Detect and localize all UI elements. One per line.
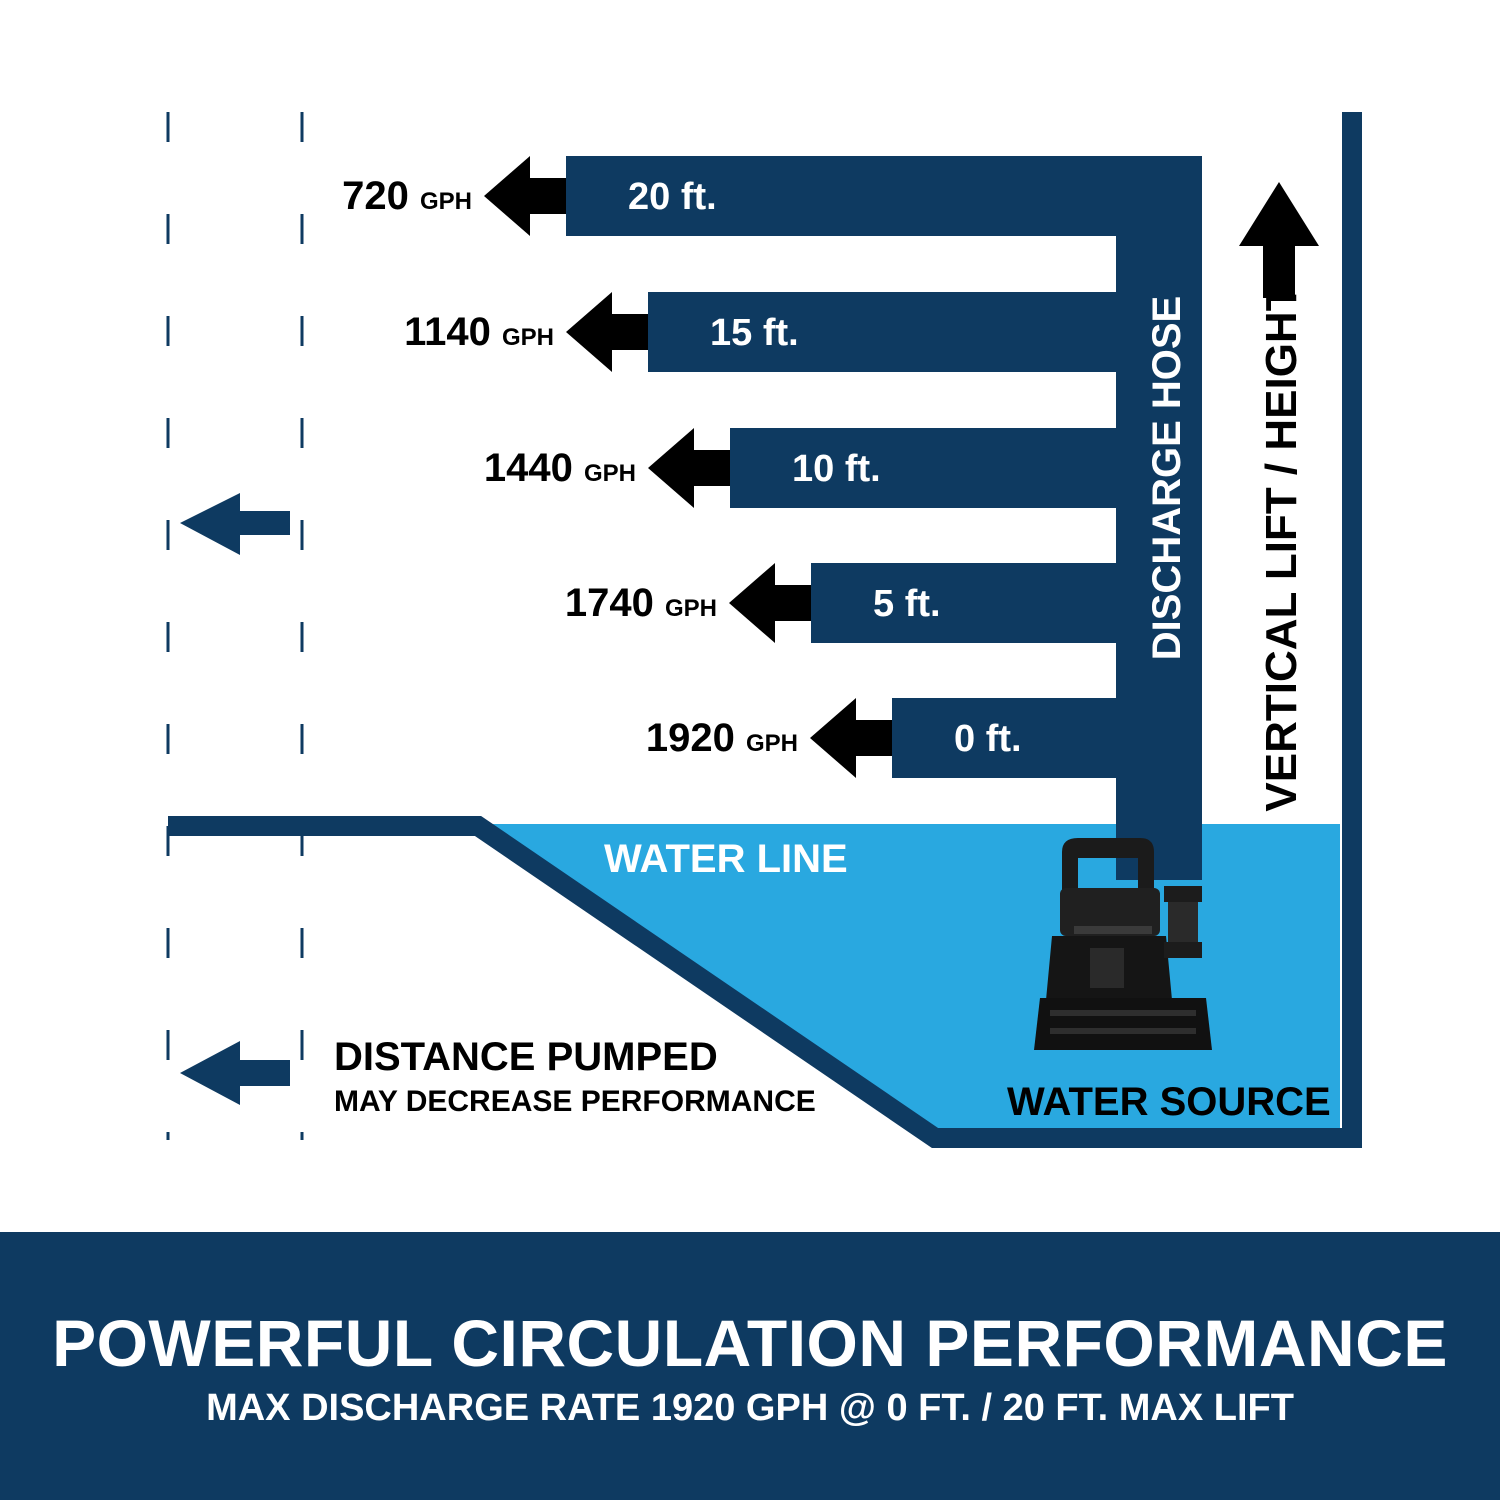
flow-arrow-icon [484,156,566,236]
flow-rate-value: 1740 [565,581,654,625]
discharge-hose-label: DISCHARGE HOSE [1145,296,1189,661]
flow-arrow-icon [810,698,892,778]
lift-height-label: 15 ft. [710,312,799,354]
lift-level-row: 0 ft. 1920 GPH [646,698,1126,778]
banner-subtitle: MAX DISCHARGE RATE 1920 GPH @ 0 FT. / 20… [206,1387,1294,1429]
flow-arrow-icon [729,563,811,643]
flow-rate-unit: GPH [584,460,636,487]
lift-height-label: 0 ft. [954,718,1022,760]
discharge-hose [1116,156,1202,880]
flow-rate-label: 720 GPH [342,174,472,218]
flow-rate-label: 1440 GPH [484,446,636,490]
flow-rate-value: 720 [342,174,409,218]
flow-arrow-icon [648,428,730,508]
footer-banner [0,1232,1500,1500]
outlet-pipe [566,156,1126,236]
lift-level-row: 20 ft. 720 GPH [342,156,1126,236]
outlet-pipe [648,292,1126,372]
lift-height-label: 10 ft. [792,448,881,490]
lift-arrow-icon [1239,182,1319,298]
banner-title: POWERFUL CIRCULATION PERFORMANCE [52,1306,1448,1380]
flow-rate-unit: GPH [502,324,554,351]
flow-rate-value: 1140 [404,310,491,354]
distance-arrow-icon [180,493,290,555]
flow-rate-label: 1140 GPH [404,310,554,354]
flow-rate-unit: GPH [420,188,472,215]
flow-arrow-icon [566,292,648,372]
distance-pumped-title: DISTANCE PUMPED [334,1035,718,1079]
outlet-pipe [892,698,1126,778]
flow-rate-unit: GPH [746,730,798,757]
lift-level-row: 10 ft. 1440 GPH [484,428,1126,508]
lift-level-row: 5 ft. 1740 GPH [565,563,1126,643]
lift-height-label: 20 ft. [628,176,717,218]
vertical-lift-label: VERTICAL LIFT / HEIGHT [1257,284,1306,811]
distance-pumped-subtitle: MAY DECREASE PERFORMANCE [334,1085,816,1118]
flow-rate-unit: GPH [665,595,717,622]
outlet-pipe [811,563,1126,643]
flow-rate-label: 1920 GPH [646,716,798,760]
tank-outline [168,112,1362,1148]
water-line-label: WATER LINE [604,837,848,881]
water-source-label: WATER SOURCE [1007,1080,1331,1124]
lift-height-label: 5 ft. [873,583,941,625]
flow-rate-value: 1440 [484,446,573,490]
outlet-pipe [730,428,1126,508]
submersible-pump-icon [1034,838,1212,1050]
distance-arrow-icon [180,1041,290,1105]
flow-rate-label: 1740 GPH [565,581,717,625]
lift-level-row: 15 ft. 1140 GPH [404,292,1126,372]
flow-rate-value: 1920 [646,716,735,760]
